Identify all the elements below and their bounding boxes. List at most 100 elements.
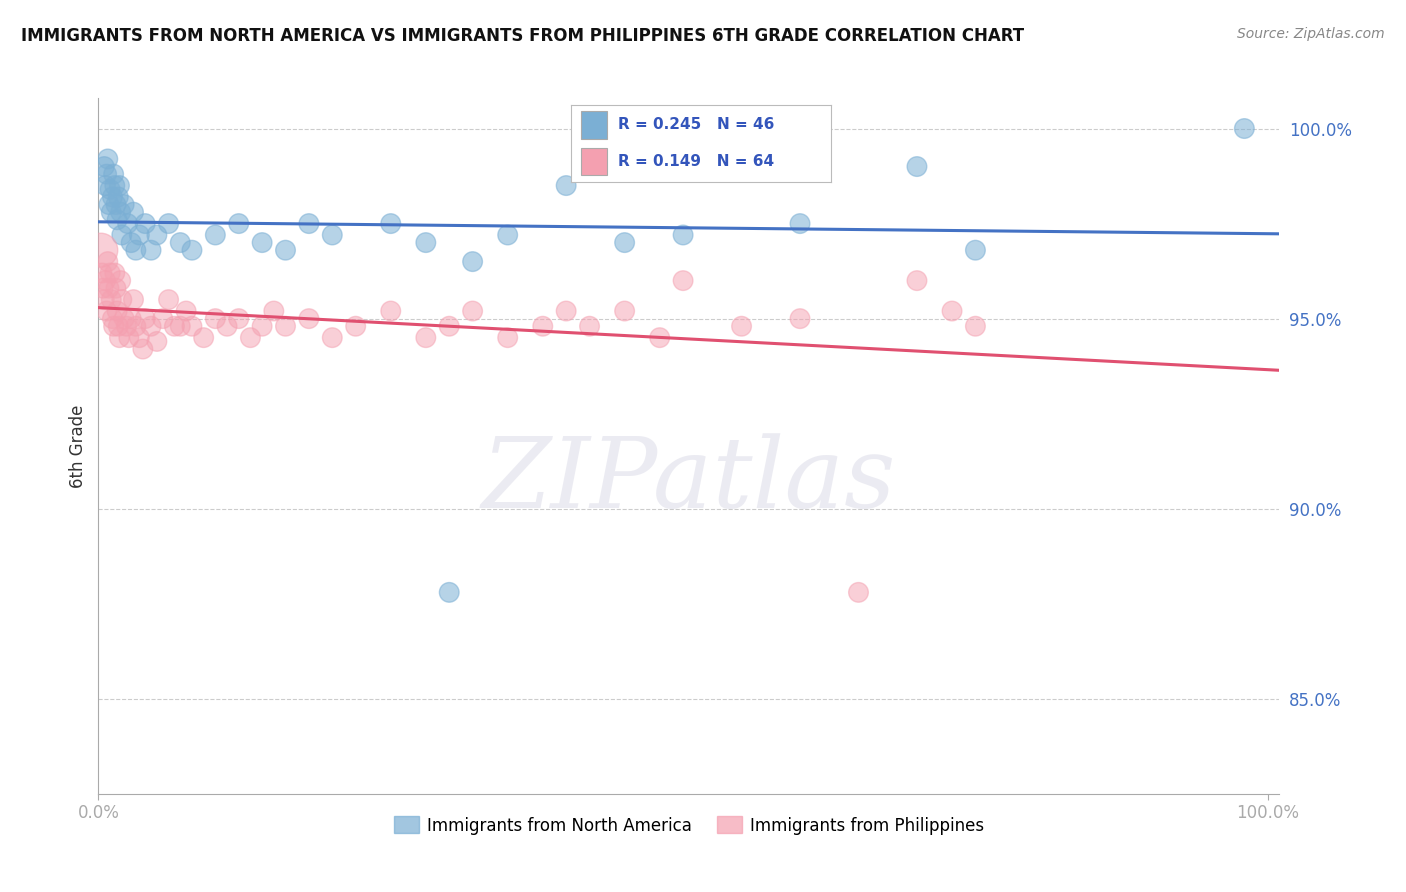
Point — [112, 311, 135, 326]
Point — [239, 331, 262, 345]
Point — [169, 235, 191, 250]
Point — [100, 205, 122, 219]
Point — [789, 311, 811, 326]
Point — [125, 243, 148, 257]
Point — [117, 217, 139, 231]
Point — [415, 331, 437, 345]
Point — [648, 331, 671, 345]
Point — [128, 227, 150, 242]
Point — [298, 311, 321, 326]
Point — [321, 227, 343, 242]
Point — [274, 243, 297, 257]
Point — [128, 331, 150, 345]
Point — [93, 293, 115, 307]
Point — [228, 217, 250, 231]
Point — [263, 304, 285, 318]
Point — [157, 217, 180, 231]
Point — [104, 178, 127, 193]
Point — [228, 311, 250, 326]
Point — [415, 235, 437, 250]
Legend: Immigrants from North America, Immigrants from Philippines: Immigrants from North America, Immigrant… — [387, 810, 991, 841]
Point — [215, 319, 238, 334]
Point — [1233, 121, 1256, 136]
Point — [848, 585, 870, 599]
Point — [965, 319, 987, 334]
Point — [439, 585, 461, 599]
Point — [98, 182, 121, 196]
Point — [555, 178, 578, 193]
Text: ZIPatlas: ZIPatlas — [482, 434, 896, 528]
Point — [157, 293, 180, 307]
Point — [125, 319, 148, 334]
Point — [93, 160, 115, 174]
Point — [98, 266, 121, 280]
Point — [496, 331, 519, 345]
Point — [174, 304, 197, 318]
Point — [100, 293, 122, 307]
Point — [139, 319, 162, 334]
Point — [380, 304, 402, 318]
Point — [730, 319, 752, 334]
Point — [139, 243, 162, 257]
Point — [90, 266, 112, 280]
Point — [96, 304, 118, 318]
Point — [789, 217, 811, 231]
Point — [204, 227, 226, 242]
Point — [613, 235, 636, 250]
Point — [104, 266, 127, 280]
Point — [101, 311, 124, 326]
Point — [193, 331, 215, 345]
Point — [181, 243, 204, 257]
Point — [115, 319, 138, 334]
Point — [108, 178, 131, 193]
Point — [941, 304, 963, 318]
Point — [120, 311, 142, 326]
Point — [97, 254, 120, 268]
Point — [90, 243, 112, 257]
Point — [105, 212, 128, 227]
Point — [110, 205, 132, 219]
Point — [439, 319, 461, 334]
Point — [134, 311, 156, 326]
Y-axis label: 6th Grade: 6th Grade — [69, 404, 87, 488]
Point — [204, 311, 226, 326]
Point — [107, 190, 129, 204]
Point — [104, 197, 127, 211]
Text: Source: ZipAtlas.com: Source: ZipAtlas.com — [1237, 27, 1385, 41]
Point — [97, 281, 120, 295]
Point — [181, 319, 204, 334]
Point — [96, 167, 118, 181]
Point — [344, 319, 367, 334]
Point — [298, 217, 321, 231]
Point — [94, 178, 117, 193]
Point — [108, 331, 131, 345]
Point — [122, 293, 145, 307]
Point — [118, 331, 141, 345]
Point — [531, 319, 554, 334]
Point — [94, 274, 117, 288]
Point — [578, 319, 600, 334]
Point — [105, 304, 128, 318]
Point — [103, 167, 125, 181]
Point — [104, 281, 127, 295]
Point — [152, 311, 174, 326]
Point — [120, 235, 142, 250]
Point — [965, 243, 987, 257]
Point — [111, 293, 134, 307]
Point — [146, 227, 169, 242]
Point — [461, 254, 484, 268]
Point — [905, 274, 928, 288]
Point — [91, 281, 114, 295]
Point — [672, 227, 695, 242]
Point — [163, 319, 186, 334]
Text: IMMIGRANTS FROM NORTH AMERICA VS IMMIGRANTS FROM PHILIPPINES 6TH GRADE CORRELATI: IMMIGRANTS FROM NORTH AMERICA VS IMMIGRA… — [21, 27, 1024, 45]
Point — [101, 190, 124, 204]
Point — [461, 304, 484, 318]
Point — [250, 319, 273, 334]
Point — [134, 217, 156, 231]
Point — [107, 319, 129, 334]
Point — [97, 197, 120, 211]
Point — [132, 342, 155, 356]
Point — [111, 227, 134, 242]
Point — [321, 331, 343, 345]
